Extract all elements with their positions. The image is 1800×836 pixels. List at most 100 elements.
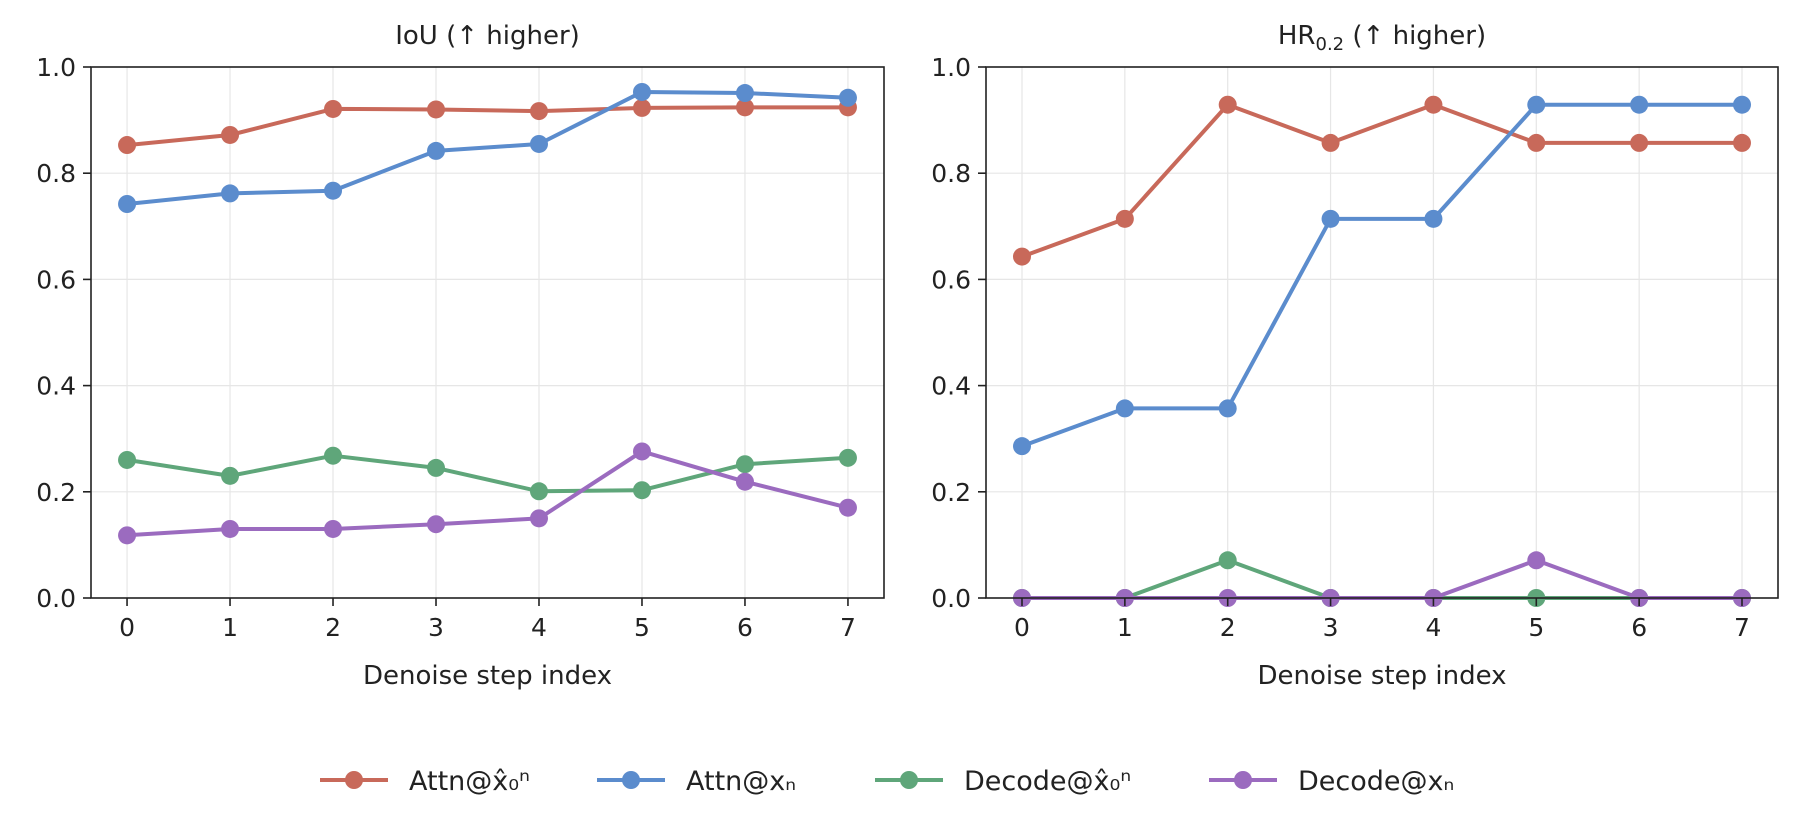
legend-marker	[622, 771, 640, 789]
data-point	[221, 125, 240, 144]
chart-panel-2: 0.0 0.2 0.4 0.6 0.8 1.0 0 1 2 3 4 5 6 7 Denoise step i…	[931, 21, 1779, 691]
data-point	[735, 98, 754, 117]
data-point	[735, 84, 754, 103]
x-tick-label: 4	[531, 613, 547, 642]
plot-frame	[985, 66, 1779, 599]
data-point	[838, 498, 857, 517]
data-point	[1115, 399, 1134, 418]
y-tick-label: 0.2	[931, 478, 971, 507]
data-point	[632, 98, 651, 117]
x-axis-label: Denoise step index	[1257, 661, 1506, 691]
data-point	[221, 184, 240, 203]
y-tick-label: 0.2	[36, 478, 76, 507]
legend-marker	[1234, 771, 1252, 789]
series-line-s4	[126, 449, 849, 538]
chart-panel-1: 0.0 0.2 0.4 0.6 0.8 1.0 0 1 2 3 4 5 6 7 Denoise step i…	[36, 21, 885, 691]
chart-title-part: IoU (↑ higher)	[395, 21, 580, 51]
legend: Attn@x̂₀ⁿ Attn@xₙ Decode@x̂₀ⁿ Decode@xₙ	[320, 766, 1454, 797]
data-point	[529, 509, 548, 528]
series-s4	[118, 442, 857, 545]
series-line-s2	[1021, 102, 1742, 448]
x-tick-label: 2	[325, 613, 341, 642]
data-point	[1527, 551, 1546, 570]
data-point	[427, 458, 446, 477]
data-point	[221, 466, 240, 485]
data-point	[1424, 209, 1443, 228]
data-point	[632, 481, 651, 500]
x-tick-label: 7	[1734, 613, 1750, 642]
data-point	[118, 450, 137, 469]
y-tick-label: 1.0	[931, 53, 971, 82]
data-point	[1321, 209, 1340, 228]
legend-item-s4: Decode@xₙ	[1209, 766, 1454, 797]
data-point	[1733, 133, 1751, 152]
data-point	[632, 82, 651, 101]
data-point	[838, 448, 857, 467]
data-point	[1630, 133, 1649, 152]
data-point	[427, 515, 446, 534]
data-point	[1115, 209, 1134, 228]
legend-marker	[345, 771, 363, 789]
y-tick-label: 0.0	[36, 584, 76, 613]
x-axis-label: Denoise step index	[363, 661, 612, 691]
data-point	[1321, 133, 1340, 152]
y-tick-label: 0.4	[36, 372, 76, 401]
data-point	[324, 446, 343, 465]
series-s3	[118, 446, 857, 501]
data-point	[118, 526, 137, 545]
data-point	[427, 100, 446, 119]
legend-label: Decode@xₙ	[1298, 766, 1454, 797]
data-point	[1527, 133, 1546, 152]
series-line-s2	[126, 90, 849, 206]
x-tick-label: 6	[737, 613, 753, 642]
data-point	[632, 442, 651, 461]
series-s1	[118, 98, 857, 155]
data-point	[735, 472, 754, 491]
series-s2	[118, 82, 857, 213]
x-tick-label: 5	[1528, 613, 1544, 642]
chart-title-part: (↑ higher)	[1344, 21, 1486, 51]
legend-marker	[900, 771, 918, 789]
data-point	[118, 194, 137, 213]
data-point	[1013, 247, 1031, 266]
legend-label: Decode@x̂₀ⁿ	[964, 766, 1131, 797]
data-point	[1013, 437, 1031, 456]
x-tick-label: 3	[428, 613, 444, 642]
chart-title-part: 0.2	[1316, 34, 1345, 55]
data-point	[1630, 95, 1649, 114]
chart-title: IoU (↑ higher)	[395, 21, 580, 51]
x-tick-label: 6	[1631, 613, 1647, 642]
series-line-s1	[1021, 102, 1742, 259]
chart-title-part: HR	[1278, 21, 1316, 51]
y-tick-label: 0.8	[36, 159, 76, 188]
series-line-s1	[126, 105, 848, 148]
plot-frame	[90, 66, 885, 599]
legend-item-s3: Decode@x̂₀ⁿ	[875, 766, 1131, 797]
data-point	[427, 141, 446, 160]
chart-title: HR0.2 (↑ higher)	[1278, 21, 1486, 55]
data-point	[324, 99, 343, 118]
legend-item-s2: Attn@xₙ	[597, 766, 796, 797]
series-s2	[1013, 95, 1751, 456]
chart-panels: 0.0 0.2 0.4 0.6 0.8 1.0 0 1 2 3 4 5 6 7 Denoise step i…	[36, 21, 1779, 691]
y-tick-label: 0.0	[931, 584, 971, 613]
data-point	[118, 136, 137, 155]
x-tick-label: 0	[1014, 613, 1030, 642]
x-tick-label: 1	[222, 613, 238, 642]
y-tick-label: 1.0	[36, 53, 76, 82]
data-point	[529, 102, 548, 121]
y-tick-label: 0.6	[931, 265, 971, 294]
x-tick-label: 7	[840, 613, 856, 642]
data-point	[324, 181, 343, 200]
data-point	[838, 88, 857, 107]
series-line-s3	[126, 453, 849, 494]
x-tick-label: 5	[634, 613, 650, 642]
series-s1	[1013, 95, 1751, 266]
data-point	[1218, 95, 1237, 114]
data-point	[529, 482, 548, 501]
data-point	[1218, 551, 1237, 570]
y-tick-label: 0.8	[931, 159, 971, 188]
data-point	[221, 519, 240, 538]
data-point	[1733, 95, 1751, 114]
